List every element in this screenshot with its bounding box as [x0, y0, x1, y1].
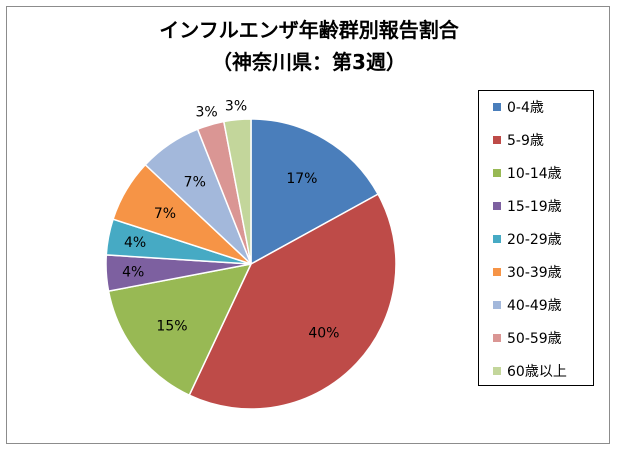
legend-item-20-29歳: 20-29歳 — [493, 229, 562, 249]
pie-slice-5-9歳 — [188, 193, 397, 410]
data-label-10-14歳: 15% — [156, 318, 187, 334]
data-label-0-4歳: 17% — [286, 171, 317, 187]
data-label-15-19歳: 4% — [122, 264, 144, 280]
legend-item-10-14歳: 10-14歳 — [493, 163, 562, 183]
legend-swatch — [493, 301, 501, 309]
legend-swatch — [493, 136, 501, 144]
legend: 0-4歳 5-9歳 10-14歳 15-19歳 20-29歳 30-39歳 40-49歳 50… — [478, 90, 594, 386]
chart-subtitle: （神奈川県：第3週） — [212, 50, 406, 74]
pie-slice-0-4歳 — [250, 118, 380, 266]
legend-item-60歳以上: 60歳以上 — [493, 361, 567, 381]
pie-slice-10-14歳 — [107, 262, 253, 397]
legend-swatch — [493, 268, 501, 276]
legend-label: 0-4歳 — [507, 100, 544, 116]
legend-swatch — [493, 169, 501, 177]
legend-label: 60歳以上 — [507, 364, 567, 380]
legend-swatch — [493, 334, 501, 342]
legend-label: 5-9歳 — [507, 133, 544, 149]
data-label-60歳以上: 3% — [225, 99, 247, 115]
legend-label: 50-59歳 — [507, 331, 562, 347]
data-label-30-39歳: 7% — [154, 206, 176, 222]
chart-title: インフルエンザ年齢群別報告割合 — [159, 18, 459, 42]
legend-item-30-39歳: 30-39歳 — [493, 262, 562, 282]
legend-item-15-19歳: 15-19歳 — [493, 196, 562, 216]
legend-swatch — [493, 367, 501, 375]
legend-item-40-49歳: 40-49歳 — [493, 295, 562, 315]
pie-slice-60歳以上 — [222, 118, 252, 265]
legend-item-0-4歳: 0-4歳 — [493, 97, 544, 117]
legend-item-50-59歳: 50-59歳 — [493, 328, 562, 348]
data-label-20-29歳: 4% — [124, 235, 146, 251]
legend-label: 40-49歳 — [507, 298, 562, 314]
legend-label: 15-19歳 — [507, 199, 562, 215]
data-label-40-49歳: 7% — [184, 174, 206, 190]
legend-swatch — [493, 103, 501, 111]
legend-label: 30-39歳 — [507, 265, 562, 281]
legend-label: 20-29歳 — [507, 232, 562, 248]
legend-swatch — [493, 202, 501, 210]
legend-label: 10-14歳 — [507, 166, 562, 182]
data-label-50-59歳: 3% — [196, 104, 218, 120]
legend-swatch — [493, 235, 501, 243]
legend-item-5-9歳: 5-9歳 — [493, 130, 544, 150]
data-label-5-9歳: 40% — [308, 325, 339, 341]
